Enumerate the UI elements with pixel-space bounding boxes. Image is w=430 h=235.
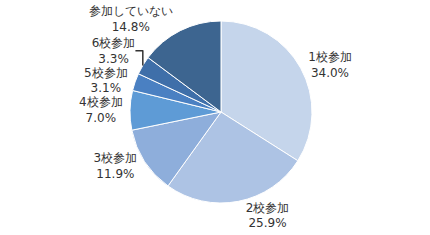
svg-text:6校参加3.3%: 6校参加3.3%	[92, 36, 136, 66]
svg-text:5校参加3.1%: 5校参加3.1%	[84, 66, 128, 96]
svg-text:2校参加25.9%: 2校参加25.9%	[246, 201, 290, 231]
svg-text:4校参加7.0%: 4校参加7.0%	[79, 95, 123, 125]
svg-text:3校参加11.9%: 3校参加11.9%	[94, 151, 138, 181]
svg-text:1校参加34.0%: 1校参加34.0%	[308, 50, 352, 80]
svg-text:参加していない14.8%: 参加していない14.8%	[89, 4, 173, 34]
